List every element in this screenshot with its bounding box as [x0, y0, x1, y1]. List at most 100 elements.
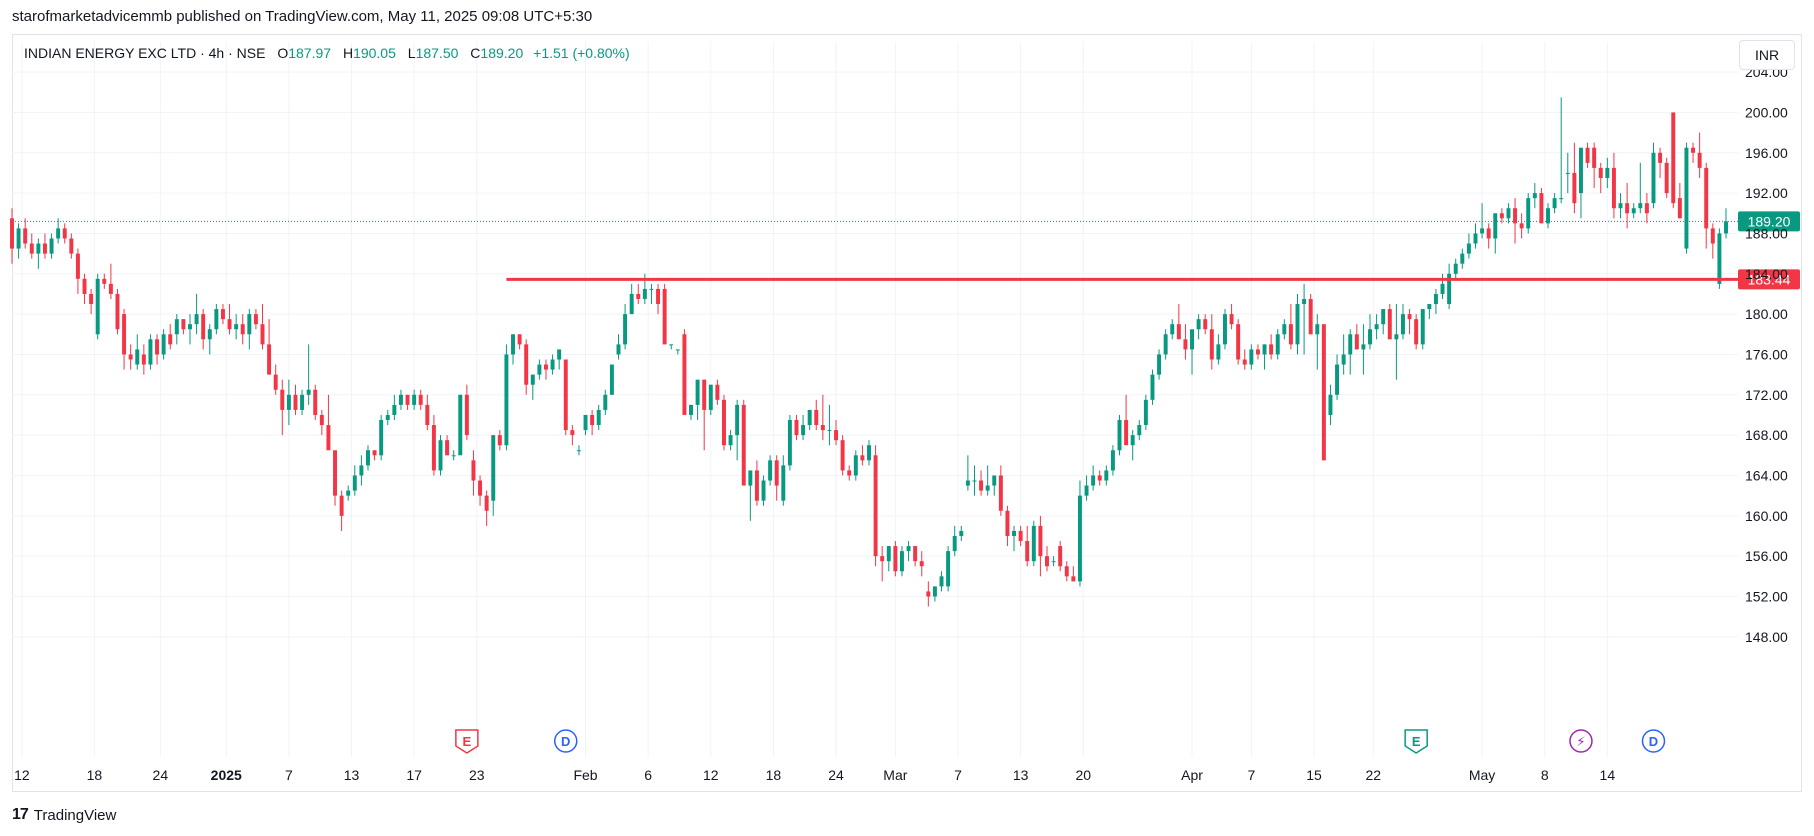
candle[interactable] [366, 445, 370, 471]
candle[interactable] [550, 354, 555, 375]
candle[interactable] [1414, 314, 1419, 350]
candle[interactable] [1598, 162, 1603, 194]
candle[interactable] [491, 435, 496, 516]
candle[interactable] [148, 334, 153, 370]
candle[interactable] [801, 414, 806, 441]
candle[interactable] [16, 223, 21, 259]
candle[interactable] [1578, 147, 1583, 219]
candle[interactable] [1664, 157, 1669, 199]
candle[interactable] [1671, 112, 1676, 209]
candle[interactable] [333, 450, 338, 506]
candle[interactable] [1216, 334, 1221, 365]
candle[interactable] [1012, 525, 1017, 552]
candle[interactable] [1321, 324, 1326, 461]
candle[interactable] [267, 319, 272, 375]
candle[interactable] [62, 223, 67, 244]
candle[interactable] [1400, 304, 1405, 340]
candle[interactable] [537, 359, 542, 380]
candle[interactable] [1704, 162, 1709, 249]
candle[interactable] [708, 384, 713, 415]
candle[interactable] [1143, 394, 1148, 431]
candle[interactable] [1077, 480, 1082, 587]
candle[interactable] [188, 314, 192, 345]
candle[interactable] [313, 384, 318, 421]
candle[interactable] [715, 379, 720, 405]
candle[interactable] [570, 425, 575, 446]
candle[interactable] [781, 455, 786, 506]
candle[interactable] [1631, 203, 1636, 219]
candle[interactable] [1190, 329, 1195, 375]
candle[interactable] [623, 304, 628, 350]
candle[interactable] [1532, 183, 1537, 209]
candle[interactable] [1691, 142, 1696, 163]
candle[interactable] [682, 329, 687, 415]
candle[interactable] [972, 465, 977, 496]
candle[interactable] [1341, 334, 1346, 375]
candle[interactable] [1447, 263, 1452, 310]
candle[interactable] [636, 283, 641, 305]
candle[interactable] [497, 430, 502, 451]
candle[interactable] [1176, 304, 1181, 340]
tradingview-footer[interactable]: 17 TradingView [12, 806, 116, 824]
candle[interactable] [1572, 142, 1577, 214]
candle[interactable] [1526, 193, 1531, 234]
candle[interactable] [517, 334, 522, 350]
candle[interactable] [1493, 213, 1498, 254]
candle[interactable] [761, 475, 766, 506]
dividend-blue-icon[interactable]: D [554, 729, 578, 753]
candle[interactable] [1242, 349, 1247, 370]
candle[interactable] [1196, 314, 1201, 340]
candle[interactable] [1644, 193, 1649, 224]
dividend-blue-icon[interactable]: D [1641, 729, 1666, 753]
candle[interactable] [576, 445, 581, 456]
candle[interactable] [1506, 203, 1511, 224]
candle[interactable] [669, 344, 674, 350]
candle[interactable] [609, 364, 614, 395]
candle[interactable] [300, 389, 305, 415]
candle[interactable] [1269, 334, 1274, 360]
candle[interactable] [1499, 208, 1504, 224]
candle[interactable] [1625, 183, 1630, 229]
candle[interactable] [1539, 188, 1544, 224]
candle[interactable] [379, 414, 384, 461]
candle[interactable] [524, 339, 529, 395]
candle[interactable] [1005, 505, 1010, 547]
candle[interactable] [649, 283, 654, 305]
earnings-green-icon[interactable]: E [1404, 729, 1428, 754]
candle[interactable] [847, 465, 852, 481]
candle[interactable] [919, 551, 924, 577]
candle[interactable] [484, 490, 489, 526]
candle[interactable] [412, 389, 417, 410]
candle[interactable] [1473, 223, 1478, 249]
candle[interactable] [1348, 329, 1353, 375]
candle[interactable] [675, 349, 680, 355]
candle[interactable] [141, 344, 146, 375]
candle[interactable] [979, 470, 984, 496]
candle[interactable] [56, 218, 61, 244]
candle[interactable] [89, 288, 94, 315]
earnings-red-icon[interactable]: E [455, 729, 479, 754]
candle[interactable] [787, 414, 792, 471]
candle[interactable] [965, 455, 970, 491]
candle[interactable] [1170, 319, 1175, 340]
candle[interactable] [1038, 515, 1043, 577]
candle[interactable] [1552, 193, 1557, 214]
candle[interactable] [952, 525, 957, 557]
candle[interactable] [122, 309, 127, 370]
candle[interactable] [1058, 541, 1063, 572]
candle[interactable] [102, 273, 107, 289]
candle[interactable] [1651, 142, 1656, 209]
candle[interactable] [1519, 213, 1524, 239]
candle[interactable] [563, 359, 568, 436]
candle[interactable] [1031, 520, 1036, 567]
candle[interactable] [234, 314, 239, 340]
candle[interactable] [853, 450, 858, 481]
candle[interactable] [23, 218, 28, 249]
candle[interactable] [511, 334, 515, 365]
candle[interactable] [451, 450, 456, 461]
candle[interactable] [702, 379, 707, 451]
candle[interactable] [1368, 314, 1372, 350]
candle[interactable] [840, 435, 845, 476]
candle[interactable] [741, 399, 746, 486]
